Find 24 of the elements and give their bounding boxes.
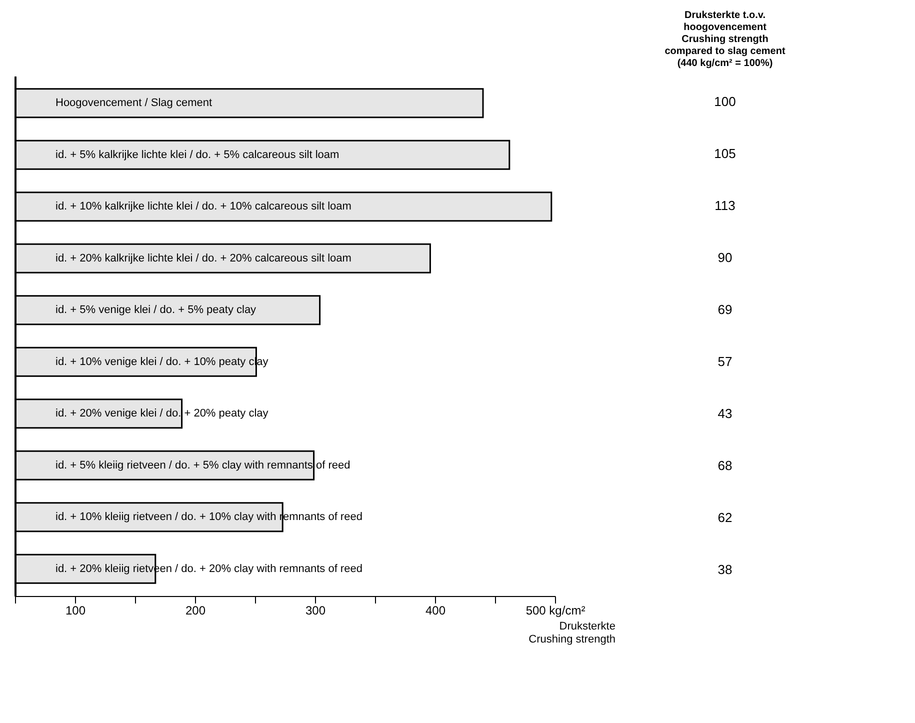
y-tick-label: id. + 20% venige klei / do. + 20% peaty clay	[56, 408, 269, 420]
y-tick-label: id. + 5% kleiig rietveen / do. + 5% clay with remnants of reed	[56, 459, 350, 472]
text: 105	[714, 146, 736, 161]
text: 38	[718, 562, 732, 577]
text: Druksterkte t.o.v. hoogovencement Crushing strength compared to slag cement (440 kg/cm² = 100%)	[664, 10, 786, 69]
text: 100	[714, 94, 736, 109]
text: 68	[718, 458, 732, 473]
x-tick-label: 100	[65, 604, 86, 618]
text: 69	[718, 302, 732, 317]
y-tick-label: id. + 5% kalkrijke lichte klei / do. + 5% calcareous silt loam	[56, 148, 340, 161]
text: 113	[714, 198, 736, 213]
y-tick-label: id. + 20% kalkrijke lichte klei / do. + 20% calcareous silt loam	[56, 252, 352, 264]
x-tick-label: 300	[305, 604, 326, 618]
y-tick-label: id. + 5% venige klei / do. + 5% peaty clay	[56, 304, 257, 316]
x-axis-title: Druksterkte Crushing strength	[528, 620, 616, 646]
y-tick-label: id. + 10% kalkrijke lichte klei / do. + 10% calcareous silt loam	[56, 200, 352, 213]
x-tick-label: 200	[185, 604, 206, 618]
text: 90	[718, 250, 732, 265]
text: 43	[718, 406, 732, 421]
y-tick-label: Hoogovencement / Slag cement	[56, 97, 212, 110]
x-tick-label: 400	[425, 604, 446, 618]
text: 57	[718, 354, 732, 369]
x-tick-label: 500 kg/cm²	[526, 604, 586, 618]
text: 62	[718, 510, 732, 525]
